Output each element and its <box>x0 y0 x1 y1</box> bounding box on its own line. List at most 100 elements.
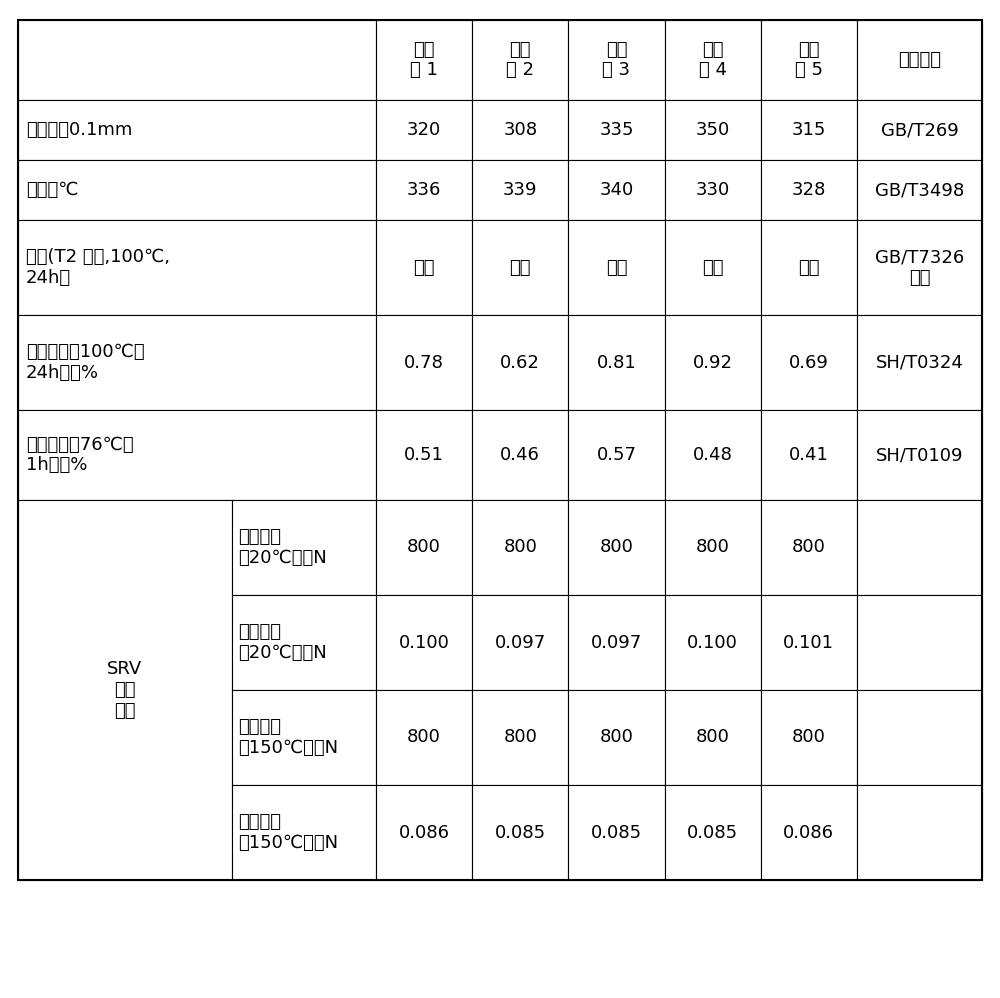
Bar <box>665 690 761 785</box>
Text: 308: 308 <box>503 121 537 139</box>
Bar <box>665 315 761 410</box>
Bar <box>472 160 568 220</box>
Bar <box>232 595 376 690</box>
Text: 0.51: 0.51 <box>404 446 444 464</box>
Bar <box>857 160 982 220</box>
Bar <box>376 160 472 220</box>
Bar <box>376 500 472 595</box>
Text: SH/T0324: SH/T0324 <box>876 353 963 371</box>
Text: GB/T269: GB/T269 <box>881 121 958 139</box>
Text: 合格: 合格 <box>510 258 531 276</box>
Text: 合格: 合格 <box>798 258 820 276</box>
Text: SRV
摩擦
试验: SRV 摩擦 试验 <box>107 661 142 720</box>
Bar <box>18 20 376 100</box>
Bar <box>568 500 665 595</box>
Bar <box>18 20 982 880</box>
Text: 0.085: 0.085 <box>591 823 642 841</box>
Text: 0.57: 0.57 <box>596 446 636 464</box>
Text: 340: 340 <box>599 181 634 199</box>
Bar <box>665 500 761 595</box>
Bar <box>857 410 982 500</box>
Text: 承载能力
（150℃），N: 承载能力 （150℃），N <box>238 719 338 756</box>
Text: 800: 800 <box>600 539 633 557</box>
Text: 实施
例 2: 实施 例 2 <box>506 41 534 80</box>
Text: 800: 800 <box>407 539 441 557</box>
Bar <box>761 220 857 315</box>
Text: 0.101: 0.101 <box>783 634 834 652</box>
Text: 0.81: 0.81 <box>597 353 636 371</box>
Bar <box>232 690 376 785</box>
Text: SH/T0109: SH/T0109 <box>876 446 963 464</box>
Bar <box>18 220 376 315</box>
Bar <box>665 220 761 315</box>
Bar <box>18 410 376 500</box>
Bar <box>568 690 665 785</box>
Text: 335: 335 <box>599 121 634 139</box>
Bar <box>376 20 472 100</box>
Text: 0.48: 0.48 <box>693 446 733 464</box>
Bar <box>472 20 568 100</box>
Text: 328: 328 <box>792 181 826 199</box>
Text: 水淋流失（76℃，
1h），%: 水淋流失（76℃， 1h），% <box>26 435 134 474</box>
Bar <box>665 410 761 500</box>
Bar <box>857 500 982 595</box>
Bar <box>665 785 761 880</box>
Bar <box>376 410 472 500</box>
Text: 承载能力
（20℃），N: 承载能力 （20℃），N <box>238 528 326 567</box>
Bar <box>472 220 568 315</box>
Text: 0.097: 0.097 <box>591 634 642 652</box>
Bar <box>568 100 665 160</box>
Text: 0.100: 0.100 <box>399 634 450 652</box>
Bar <box>232 500 376 595</box>
Text: GB/T3498: GB/T3498 <box>875 181 964 199</box>
Text: GB/T7326
乙法: GB/T7326 乙法 <box>875 249 964 286</box>
Text: 0.100: 0.100 <box>687 634 738 652</box>
Text: 800: 800 <box>600 729 633 747</box>
Bar <box>857 595 982 690</box>
Text: 0.085: 0.085 <box>495 823 546 841</box>
Text: 0.097: 0.097 <box>495 634 546 652</box>
Text: 摩擦系数
（150℃），N: 摩擦系数 （150℃），N <box>238 813 338 852</box>
Text: 0.62: 0.62 <box>500 353 540 371</box>
Text: 800: 800 <box>407 729 441 747</box>
Bar <box>376 690 472 785</box>
Text: 350: 350 <box>696 121 730 139</box>
Bar <box>376 595 472 690</box>
Bar <box>665 595 761 690</box>
Text: 800: 800 <box>792 729 826 747</box>
Text: 0.086: 0.086 <box>783 823 834 841</box>
Text: 滴点，℃: 滴点，℃ <box>26 181 78 199</box>
Bar <box>761 160 857 220</box>
Bar <box>665 160 761 220</box>
Bar <box>18 315 376 410</box>
Bar <box>568 160 665 220</box>
Bar <box>472 410 568 500</box>
Bar <box>232 785 376 880</box>
Text: 合格: 合格 <box>702 258 723 276</box>
Bar <box>857 785 982 880</box>
Bar <box>472 315 568 410</box>
Bar <box>665 100 761 160</box>
Text: 钓网分油（100℃，
24h），%: 钓网分油（100℃， 24h），% <box>26 343 145 382</box>
Bar <box>376 100 472 160</box>
Bar <box>665 20 761 100</box>
Bar <box>472 690 568 785</box>
Bar <box>857 100 982 160</box>
Text: 试验方法: 试验方法 <box>898 51 941 69</box>
Bar <box>857 315 982 410</box>
Bar <box>568 595 665 690</box>
Bar <box>18 160 376 220</box>
Bar <box>472 595 568 690</box>
Bar <box>761 500 857 595</box>
Text: 800: 800 <box>792 539 826 557</box>
Text: 0.41: 0.41 <box>789 446 829 464</box>
Text: 315: 315 <box>792 121 826 139</box>
Bar <box>761 785 857 880</box>
Bar <box>761 410 857 500</box>
Text: 0.78: 0.78 <box>404 353 444 371</box>
Text: 320: 320 <box>407 121 441 139</box>
Text: 0.086: 0.086 <box>399 823 450 841</box>
Bar <box>761 20 857 100</box>
Text: 800: 800 <box>696 729 730 747</box>
Text: 336: 336 <box>407 181 441 199</box>
